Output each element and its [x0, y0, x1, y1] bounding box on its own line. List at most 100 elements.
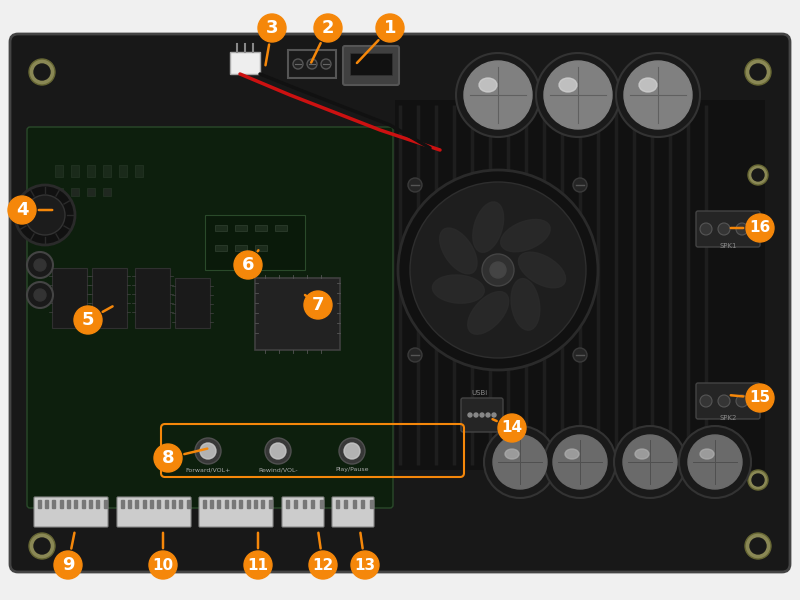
Text: AUDIOPHONICS: AUDIOPHONICS: [444, 283, 576, 298]
Circle shape: [718, 395, 730, 407]
FancyBboxPatch shape: [27, 127, 393, 508]
Bar: [103, 188, 111, 196]
Circle shape: [573, 348, 587, 362]
Bar: [71, 188, 79, 196]
Circle shape: [309, 551, 337, 579]
Circle shape: [307, 59, 317, 69]
Circle shape: [304, 291, 332, 319]
Text: 13: 13: [354, 557, 375, 572]
Circle shape: [492, 413, 496, 417]
Bar: [235, 245, 247, 251]
Bar: [82, 500, 85, 508]
Circle shape: [29, 533, 55, 559]
FancyBboxPatch shape: [282, 497, 324, 527]
Circle shape: [573, 178, 587, 192]
Text: 16: 16: [750, 220, 770, 235]
Circle shape: [745, 59, 771, 85]
Circle shape: [482, 254, 514, 286]
Ellipse shape: [433, 275, 484, 303]
Circle shape: [408, 178, 422, 192]
Circle shape: [536, 53, 620, 137]
Bar: [175, 278, 210, 328]
Text: 12: 12: [312, 557, 334, 572]
Circle shape: [474, 413, 478, 417]
Circle shape: [464, 61, 532, 129]
Circle shape: [258, 14, 286, 42]
Ellipse shape: [440, 228, 477, 274]
Bar: [246, 500, 250, 508]
Text: 4: 4: [16, 201, 28, 219]
Bar: [335, 500, 338, 508]
Bar: [254, 500, 257, 508]
Bar: [225, 500, 227, 508]
Text: USBi: USBi: [472, 390, 488, 396]
FancyBboxPatch shape: [117, 497, 191, 527]
FancyBboxPatch shape: [696, 383, 760, 419]
Ellipse shape: [635, 449, 649, 459]
Circle shape: [624, 61, 692, 129]
Bar: [59, 500, 62, 508]
Circle shape: [752, 169, 764, 181]
Bar: [232, 500, 235, 508]
Bar: [172, 500, 175, 508]
Circle shape: [544, 426, 616, 498]
Circle shape: [750, 538, 766, 554]
Bar: [239, 500, 242, 508]
FancyBboxPatch shape: [343, 46, 399, 85]
Circle shape: [54, 551, 82, 579]
FancyBboxPatch shape: [696, 211, 760, 247]
Bar: [55, 188, 63, 196]
Text: 15: 15: [750, 391, 770, 406]
Bar: [74, 500, 77, 508]
Bar: [205, 215, 305, 270]
Circle shape: [351, 551, 379, 579]
Circle shape: [748, 165, 768, 185]
Circle shape: [745, 533, 771, 559]
Bar: [255, 245, 267, 251]
Text: 10: 10: [153, 557, 174, 572]
Circle shape: [34, 259, 46, 271]
Circle shape: [154, 444, 182, 472]
Circle shape: [27, 252, 53, 278]
Bar: [255, 278, 340, 350]
FancyBboxPatch shape: [332, 497, 374, 527]
Text: 2: 2: [322, 19, 334, 37]
Circle shape: [493, 435, 547, 489]
Ellipse shape: [700, 449, 714, 459]
Bar: [121, 500, 123, 508]
Bar: [202, 500, 206, 508]
Bar: [103, 165, 111, 177]
Circle shape: [29, 59, 55, 85]
Bar: [311, 500, 314, 508]
Bar: [52, 500, 55, 508]
Ellipse shape: [518, 252, 566, 288]
Circle shape: [750, 64, 766, 80]
Ellipse shape: [468, 292, 509, 334]
Text: 7: 7: [312, 296, 324, 314]
Circle shape: [484, 426, 556, 498]
Circle shape: [623, 435, 677, 489]
Circle shape: [27, 282, 53, 308]
Bar: [294, 500, 297, 508]
Bar: [135, 500, 138, 508]
Circle shape: [490, 262, 506, 278]
Text: 6: 6: [242, 256, 254, 274]
Circle shape: [244, 551, 272, 579]
Circle shape: [200, 443, 216, 459]
Bar: [52, 268, 87, 328]
FancyBboxPatch shape: [461, 398, 503, 432]
Circle shape: [314, 14, 342, 42]
Bar: [96, 500, 99, 508]
Circle shape: [34, 64, 50, 80]
Bar: [230, 52, 260, 74]
Ellipse shape: [639, 78, 657, 92]
Bar: [217, 500, 220, 508]
Bar: [71, 165, 79, 177]
Text: 1: 1: [384, 19, 396, 37]
Circle shape: [700, 223, 712, 235]
Circle shape: [34, 289, 46, 301]
Circle shape: [748, 470, 768, 490]
Circle shape: [679, 426, 751, 498]
Text: SPK1: SPK1: [719, 243, 737, 249]
Circle shape: [746, 214, 774, 242]
